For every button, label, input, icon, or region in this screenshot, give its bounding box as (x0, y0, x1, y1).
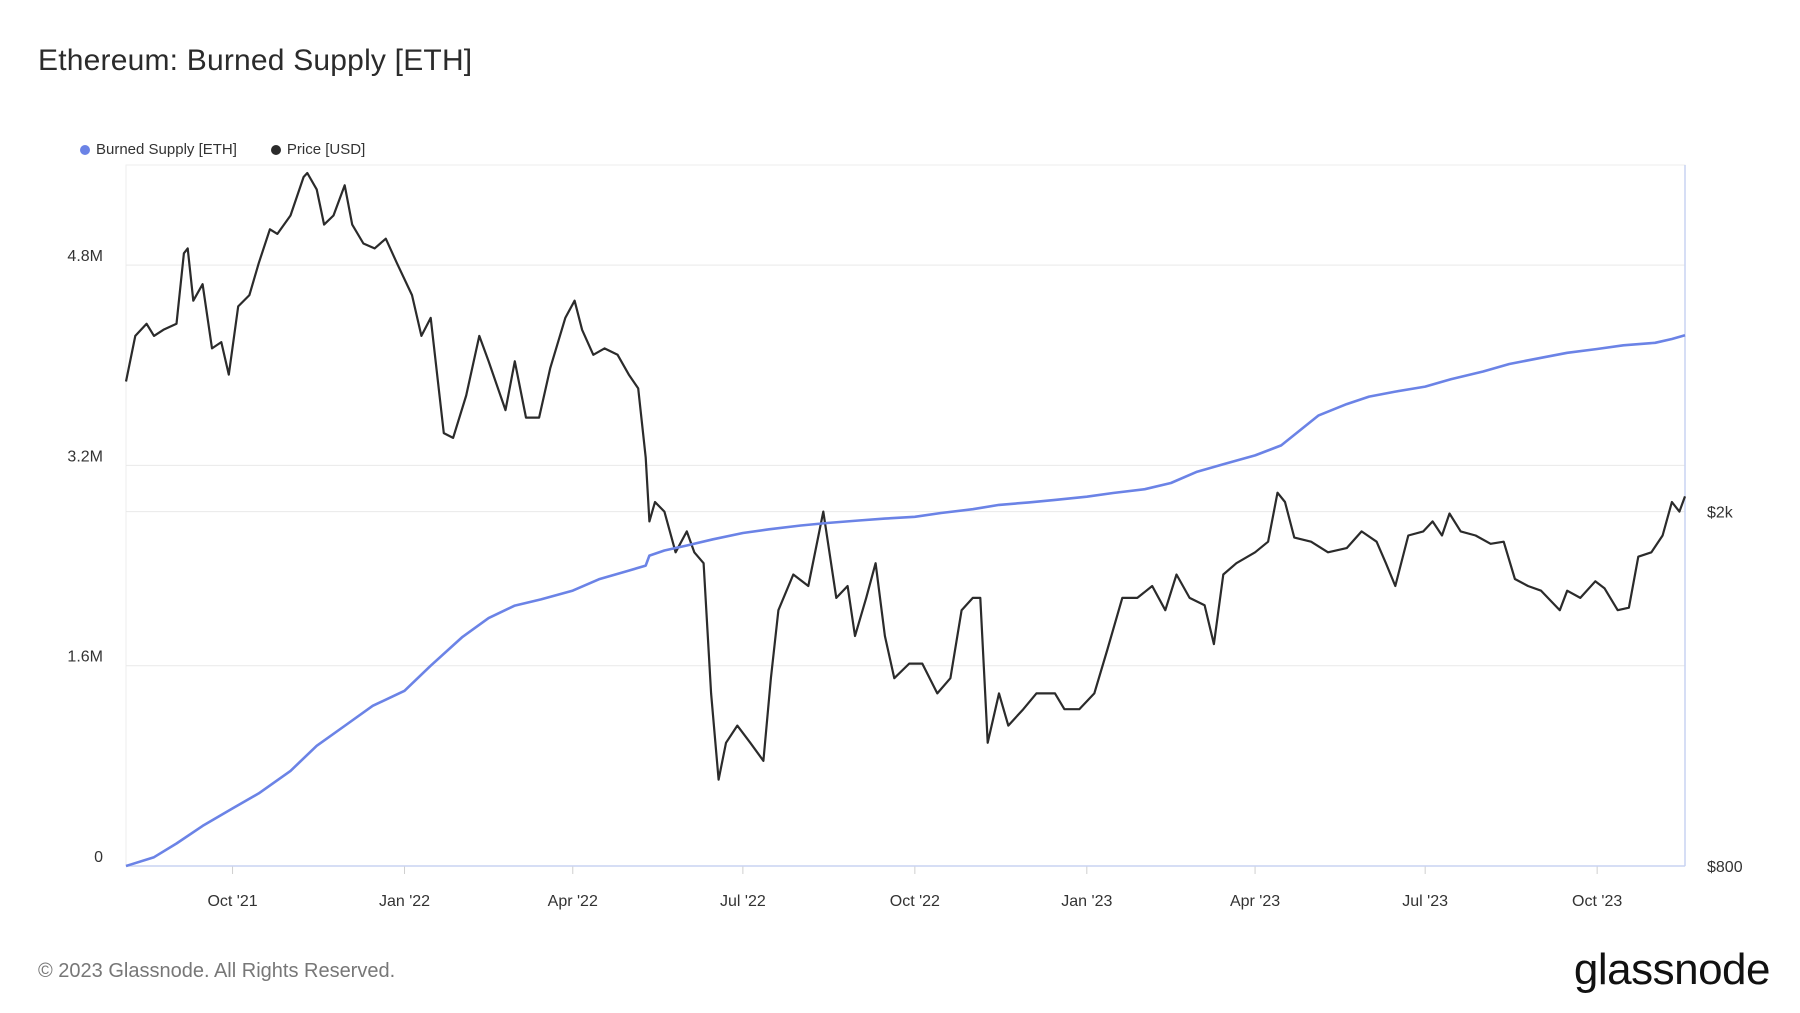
y-right-tick-label: $800 (1707, 859, 1743, 876)
y-left-tick-label: 1.6M (67, 649, 103, 666)
x-tick-label: Jan '22 (379, 893, 430, 910)
series-line-burned-supply (125, 333, 1686, 868)
y-left-tick-label: 3.2M (67, 448, 103, 465)
legend-item-burned-supply[interactable]: Burned Supply [ETH] (80, 141, 237, 158)
copyright-notice: © 2023 Glassnode. All Rights Reserved. (38, 960, 396, 982)
legend-label-burned-supply: Burned Supply [ETH] (96, 141, 237, 158)
y-right-tick-label: $2k (1707, 505, 1734, 522)
x-tick-label: Oct '21 (207, 893, 257, 910)
glassnode-logo: glassnode (1573, 945, 1771, 994)
legend-item-price[interactable]: Price [USD] (270, 141, 366, 158)
x-tick-label: Oct '22 (890, 893, 940, 910)
x-tick-label: Jul '22 (720, 893, 766, 910)
series-line-price (124, 171, 1687, 781)
legend: Burned Supply [ETH] Price [USD] (80, 141, 365, 158)
y-left-tick-label: 0 (94, 849, 103, 866)
x-tick-label: Jul '23 (1402, 893, 1448, 910)
legend-label-price: Price [USD] (286, 141, 366, 158)
legend-dot-burned-supply (80, 144, 90, 155)
x-tick-label: Apr '22 (548, 893, 598, 910)
x-tick-label: Apr '23 (1230, 893, 1280, 910)
x-tick-label: Oct '23 (1572, 893, 1622, 910)
x-tick-label: Jan '23 (1061, 893, 1112, 910)
chart-title: Ethereum: Burned Supply [ETH] (38, 44, 473, 77)
legend-dot-price (270, 144, 281, 155)
y-left-tick-label: 4.8M (67, 248, 103, 265)
